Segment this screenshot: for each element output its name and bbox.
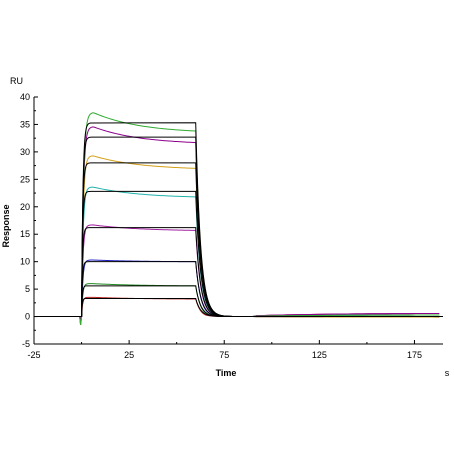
- y-tick-label: 35: [20, 119, 30, 129]
- y-tick-label: 5: [25, 284, 30, 294]
- series-line: [34, 126, 440, 321]
- x-tick-label: 175: [407, 350, 422, 360]
- x-tick-label: -25: [27, 350, 40, 360]
- series-line: [34, 296, 440, 321]
- series-line: [34, 259, 440, 321]
- fit-line: [34, 136, 444, 318]
- y-tick-label: 15: [20, 229, 30, 239]
- fit-line: [34, 285, 443, 318]
- series-line: [34, 186, 440, 321]
- series-line: [34, 155, 440, 325]
- y-tick-label: 10: [20, 257, 30, 267]
- y-tick-label: -5: [22, 339, 30, 349]
- axes-layer: -5 0 5 10 15 20 25 30 35 40 -25 25 75 125 175: [20, 92, 443, 360]
- series-line: [34, 224, 440, 325]
- x-axis-title: Time: [216, 368, 237, 378]
- y-tick-label: 30: [20, 147, 30, 157]
- x-tick-label: 25: [124, 350, 134, 360]
- fit-line: [34, 261, 443, 318]
- y-tick-label: 40: [20, 92, 30, 102]
- series-line: [34, 112, 440, 325]
- y-tick-label: 20: [20, 202, 30, 212]
- fit-line: [34, 162, 444, 318]
- fit-layer: [34, 122, 444, 318]
- x-unit-label: s: [445, 368, 450, 378]
- series-layer: [34, 112, 440, 325]
- fit-line: [34, 227, 444, 318]
- series-line: [34, 283, 440, 325]
- y-axis-title: Response: [1, 204, 11, 247]
- y-unit-label: RU: [10, 76, 23, 86]
- y-tick-label: 25: [20, 174, 30, 184]
- x-tick-label: 125: [312, 350, 327, 360]
- x-tick-label: 75: [219, 350, 229, 360]
- y-tick-label: 0: [25, 312, 30, 322]
- fit-line: [34, 122, 444, 318]
